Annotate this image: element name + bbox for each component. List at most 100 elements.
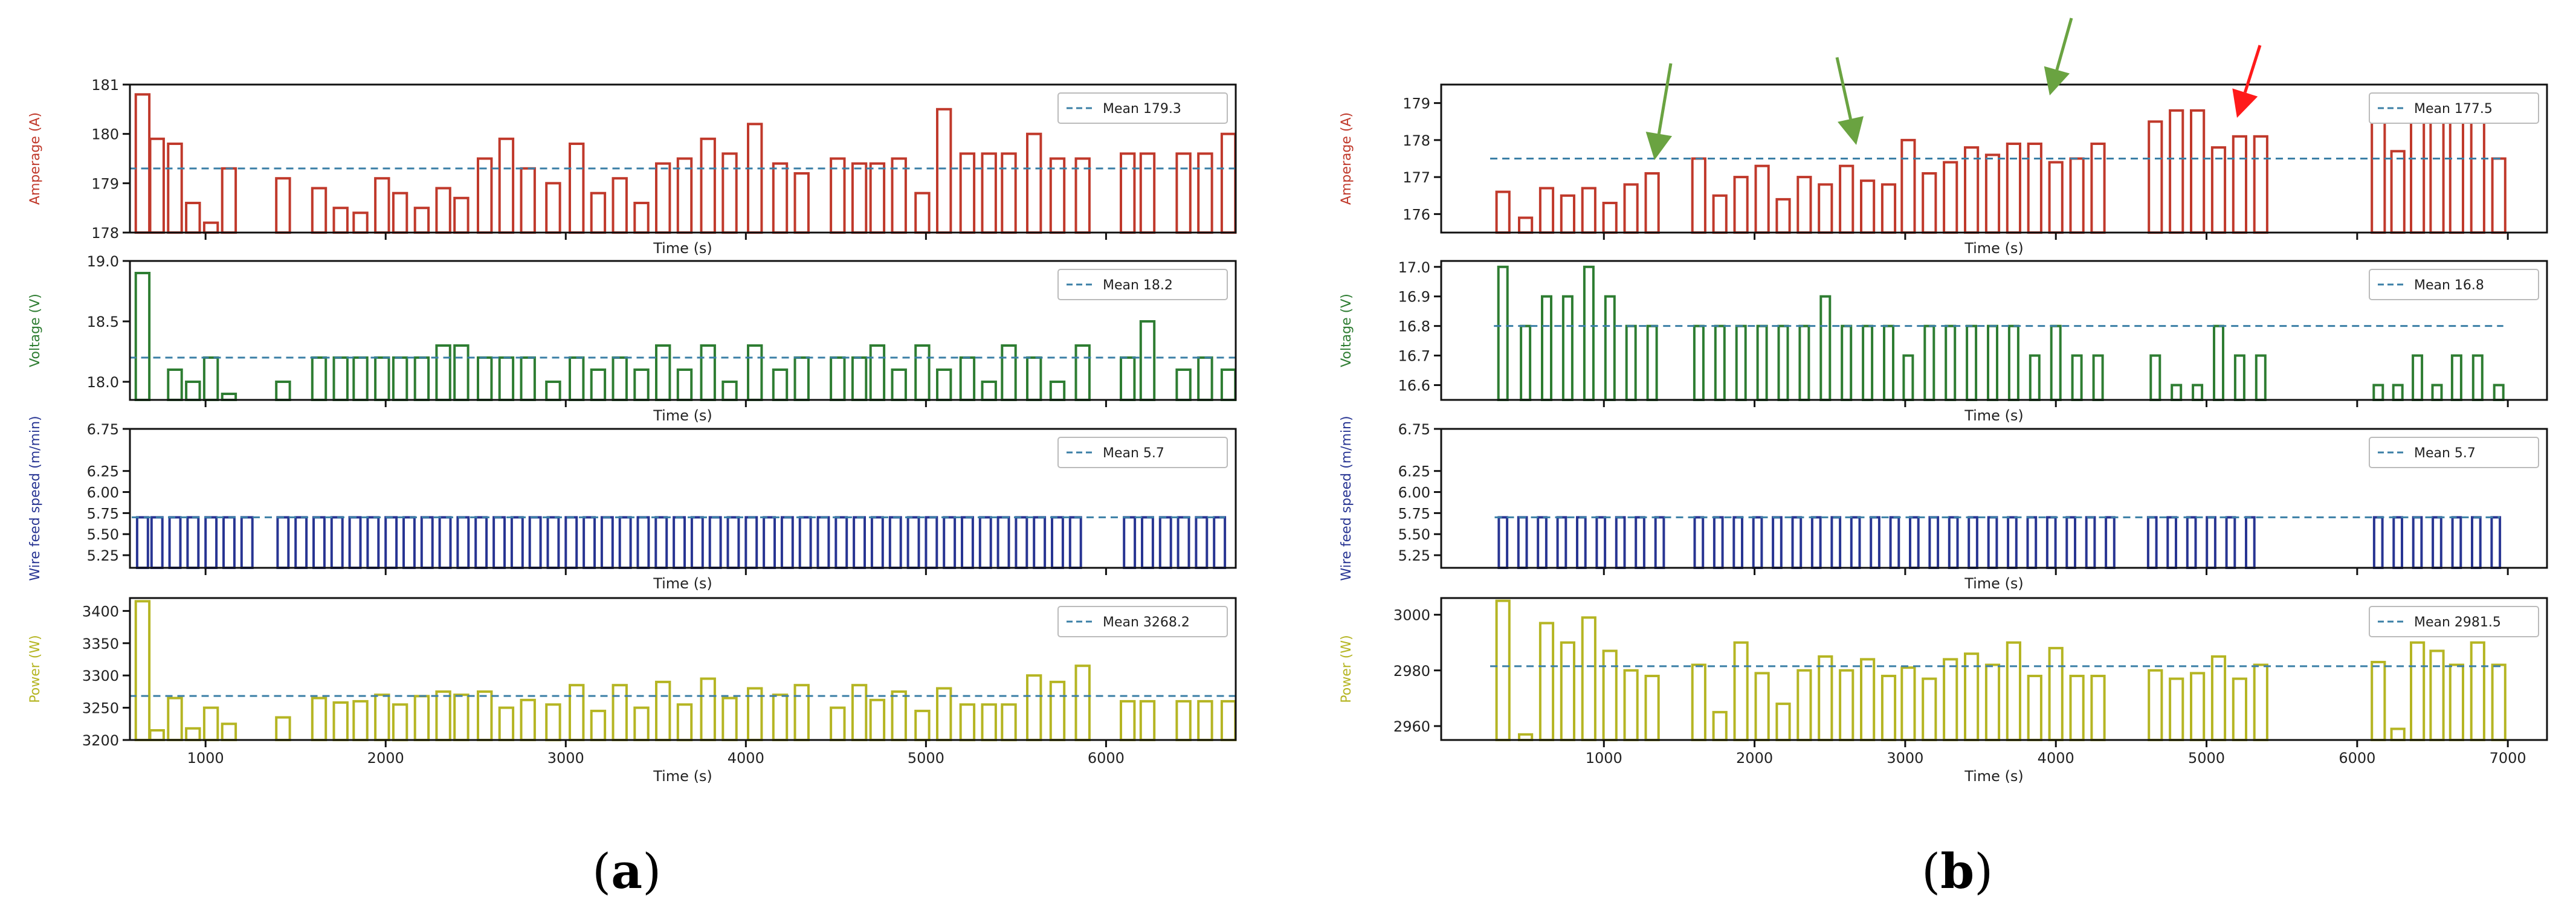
bar xyxy=(2371,661,2386,741)
bar xyxy=(2390,150,2406,234)
bar xyxy=(167,696,183,741)
arrow-head xyxy=(1838,116,1864,145)
bar xyxy=(981,381,997,401)
bar xyxy=(1049,381,1066,401)
bar xyxy=(590,191,607,234)
axes-frame xyxy=(1440,428,2548,569)
bar xyxy=(1615,516,1626,570)
bar xyxy=(332,356,349,401)
legend-box xyxy=(1057,606,1228,637)
bar xyxy=(906,516,920,570)
bar xyxy=(477,356,493,401)
bar xyxy=(793,172,810,234)
bar xyxy=(1517,516,1528,570)
bar xyxy=(2412,516,2423,570)
bar xyxy=(374,177,390,234)
x-tick-label: 1000 xyxy=(1586,750,1622,767)
bar xyxy=(2491,663,2507,741)
y-tick-label: 5.50 xyxy=(87,526,119,543)
bar xyxy=(1775,198,1791,234)
bar xyxy=(1033,516,1047,570)
bar xyxy=(330,516,344,570)
bar xyxy=(2493,384,2505,401)
bar xyxy=(636,516,650,570)
bar xyxy=(311,356,328,401)
bar xyxy=(186,516,200,570)
bar xyxy=(633,202,650,234)
y-tick-label: 6.75 xyxy=(1398,421,1430,438)
y-axis-label: Power (W) xyxy=(28,635,43,703)
bar xyxy=(830,157,846,234)
bar xyxy=(1495,599,1511,741)
bar xyxy=(700,344,716,401)
legend-box xyxy=(1057,92,1228,124)
bar xyxy=(633,368,650,401)
bar xyxy=(2253,135,2268,234)
bar xyxy=(1830,516,1842,570)
y-axis-label: Voltage (V) xyxy=(1339,294,1354,367)
bar xyxy=(498,706,515,741)
y-tick-label: 3300 xyxy=(82,667,119,684)
bar xyxy=(498,356,515,401)
bar xyxy=(420,516,434,570)
bar xyxy=(1561,295,1574,402)
bar xyxy=(676,368,693,401)
bar xyxy=(2029,354,2041,401)
bar xyxy=(2372,384,2384,401)
bar xyxy=(2090,675,2106,741)
bar xyxy=(167,143,183,234)
y-tick-label: 6.00 xyxy=(1398,484,1430,501)
y-tick-label: 16.9 xyxy=(1398,289,1430,306)
x-tick-label: 2000 xyxy=(367,750,404,767)
bar xyxy=(1691,663,1706,741)
bar xyxy=(2166,516,2178,570)
bar xyxy=(914,344,931,401)
bar xyxy=(1520,324,1532,402)
bar xyxy=(202,356,219,401)
bar xyxy=(2431,384,2443,401)
bar xyxy=(167,368,183,401)
bar xyxy=(1074,157,1091,234)
bar xyxy=(2372,516,2384,570)
bar xyxy=(830,356,846,401)
bar xyxy=(520,698,536,742)
bar xyxy=(583,516,596,570)
chart-b-amperage: 176 177 178 179 Time (s) Amperage (A) Mean 177… xyxy=(1339,83,2548,257)
bar xyxy=(1197,152,1213,234)
bar xyxy=(1870,516,1880,570)
chart-b-voltage: 16.6 16.7 16.8 16.9 17.0 Time (s) Voltage (V) M… xyxy=(1339,259,2548,424)
bar xyxy=(996,516,1010,570)
bar xyxy=(2470,117,2485,234)
y-tick-label: 17.0 xyxy=(1398,259,1430,276)
bar xyxy=(413,356,430,401)
bar xyxy=(1220,368,1237,401)
bar xyxy=(891,157,907,234)
bar xyxy=(1175,368,1192,401)
bar xyxy=(2186,516,2197,570)
bar xyxy=(2448,120,2465,234)
y-tick-label: 6.00 xyxy=(87,484,119,501)
bar xyxy=(392,356,408,401)
bar xyxy=(2065,516,2077,570)
bar xyxy=(1735,324,1747,402)
bar xyxy=(456,516,470,570)
x-tick-label: 1000 xyxy=(187,750,224,767)
bar xyxy=(1841,324,1853,402)
y-tick-label: 3400 xyxy=(82,603,119,620)
bar xyxy=(2213,324,2224,402)
bar xyxy=(2232,135,2248,234)
bar xyxy=(1987,324,1998,402)
bar xyxy=(612,684,628,741)
bar xyxy=(1966,324,1978,402)
x-tick-label: 3000 xyxy=(547,750,584,767)
bar xyxy=(1902,354,1914,401)
bar xyxy=(1120,700,1136,742)
bar xyxy=(2105,516,2116,570)
bar xyxy=(2190,109,2206,234)
bar xyxy=(2471,516,2482,570)
bar xyxy=(1796,176,1812,234)
legend-box xyxy=(2369,269,2539,300)
bar xyxy=(1693,516,1705,570)
arrow-shaft xyxy=(2055,18,2073,71)
bar xyxy=(1818,183,1833,234)
